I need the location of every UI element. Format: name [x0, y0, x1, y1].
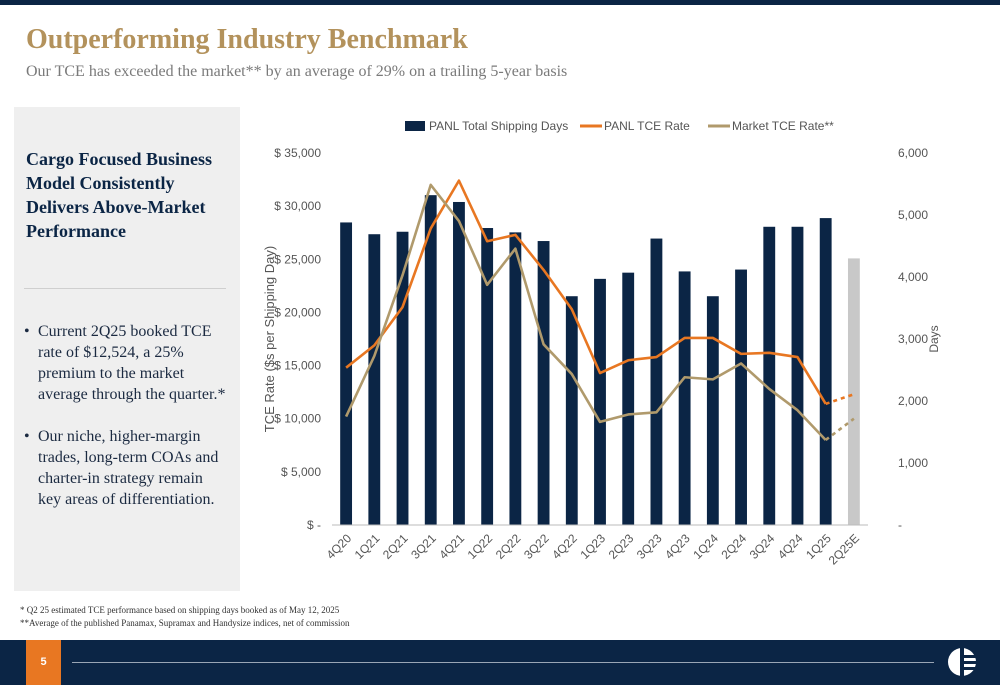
bar [340, 222, 353, 525]
y-tick-label: $ 15,000 [274, 359, 321, 373]
y-tick-label: $ 30,000 [274, 199, 321, 213]
x-tick-label: 2Q25E [826, 531, 862, 567]
panel-heading: Cargo Focused Business Model Consistentl… [26, 149, 213, 241]
y2-tick-label: 3,000 [898, 332, 928, 346]
x-tick-label: 4Q24 [775, 531, 806, 562]
x-tick-label: 2Q24 [719, 531, 750, 562]
legend-label: PANL Total Shipping Days [429, 119, 568, 133]
y2-tick-label: - [898, 518, 902, 532]
bar [396, 231, 409, 525]
x-tick-label: 2Q23 [606, 531, 637, 562]
x-tick-label: 1Q21 [352, 531, 383, 562]
legend-swatch [405, 121, 425, 131]
x-tick-label: 1Q23 [577, 531, 608, 562]
bar [453, 201, 465, 525]
summary-panel: Cargo Focused Business Model Consistentl… [14, 107, 240, 591]
bar [763, 226, 776, 525]
y2-tick-label: 1,000 [898, 456, 928, 470]
bar [481, 228, 494, 525]
y2-axis-label: Days [927, 325, 941, 352]
bar [565, 296, 578, 525]
x-tick-label: 3Q22 [521, 531, 552, 562]
left-axis: $ - $ 5,000 $ 10,000 $ 15,000 $ 20,000 $ 25,0… [262, 146, 321, 532]
y-tick-label: $ 25,000 [274, 252, 321, 266]
bar [509, 232, 522, 526]
x-tick-label: 4Q22 [549, 531, 580, 562]
x-axis: 4Q201Q212Q213Q214Q211Q222Q223Q224Q221Q23… [324, 524, 868, 568]
y-tick-label: $ 10,000 [274, 412, 321, 426]
bar [424, 195, 437, 525]
bar [791, 226, 804, 525]
x-tick-label: 1Q22 [465, 531, 496, 562]
y2-tick-label: 2,000 [898, 394, 928, 408]
bullet-item: Current 2Q25 booked TCE rate of $12,524,… [24, 321, 229, 405]
x-tick-label: 4Q21 [436, 531, 467, 562]
panl-tce-line [345, 179, 827, 405]
bar [650, 238, 663, 525]
x-tick-label: 2Q21 [380, 531, 411, 562]
market-tce-line-estimate [824, 417, 855, 442]
x-tick-label: 3Q23 [634, 531, 665, 562]
line-series [344, 179, 855, 442]
bar [735, 269, 747, 525]
top-accent-bar [0, 0, 1000, 5]
bar [622, 272, 635, 525]
bullet-list: Current 2Q25 booked TCE rate of $12,524,… [24, 321, 229, 531]
x-tick-label: 1Q24 [690, 531, 721, 562]
y2-tick-label: 5,000 [898, 208, 928, 222]
market-tce-line [344, 183, 827, 441]
bar-series [340, 195, 860, 526]
x-tick-label: 4Q20 [324, 531, 355, 562]
y-tick-label: $ 20,000 [274, 305, 321, 319]
footnote: **Average of the published Panamax, Supr… [20, 618, 350, 628]
y-tick-label: $ 35,000 [274, 146, 321, 160]
y2-tick-label: 6,000 [898, 146, 928, 160]
x-tick-label: 3Q21 [408, 531, 439, 562]
company-logo-icon [948, 648, 976, 676]
bar [368, 234, 381, 525]
footnotes: * Q2 25 estimated TCE performance based … [20, 604, 350, 630]
chart-svg: PANL Total Shipping Days PANL TCE Rate Mar… [262, 119, 941, 568]
panl-tce-line-estimate [825, 393, 855, 406]
bullet-item: Our niche, higher-margin trades, long-te… [24, 426, 229, 510]
footer-divider [72, 662, 934, 663]
bar [594, 278, 606, 525]
bar [537, 241, 550, 526]
x-tick-label: 2Q22 [493, 531, 524, 562]
x-tick-label: 4Q23 [662, 531, 693, 562]
y-tick-label: $ - [307, 518, 321, 532]
page-subtitle: Our TCE has exceeded the market** by an … [26, 63, 568, 80]
panel-divider [24, 288, 226, 289]
y-tick-label: $ 5,000 [281, 465, 321, 479]
page-title: Outperforming Industry Benchmark [26, 24, 468, 55]
y-axis-label: TCE Rate ($s per Shipping Day) [262, 246, 277, 432]
right-axis: - 1,000 2,000 3,000 4,000 5,000 6,000 Days [898, 146, 941, 532]
legend-label: Market TCE Rate** [732, 119, 834, 133]
bar [706, 296, 719, 525]
page-number: 5 [26, 640, 61, 685]
footnote: * Q2 25 estimated TCE performance based … [20, 605, 340, 615]
bar-estimated [847, 258, 860, 525]
bar [678, 271, 691, 525]
x-tick-label: 3Q24 [747, 531, 778, 562]
y2-tick-label: 4,000 [898, 270, 928, 284]
tce-chart: PANL Total Shipping Days PANL TCE Rate Mar… [250, 110, 990, 580]
legend-label: PANL TCE Rate [604, 119, 690, 133]
chart-legend: PANL Total Shipping Days PANL TCE Rate Mar… [405, 119, 834, 133]
bar [819, 218, 832, 525]
